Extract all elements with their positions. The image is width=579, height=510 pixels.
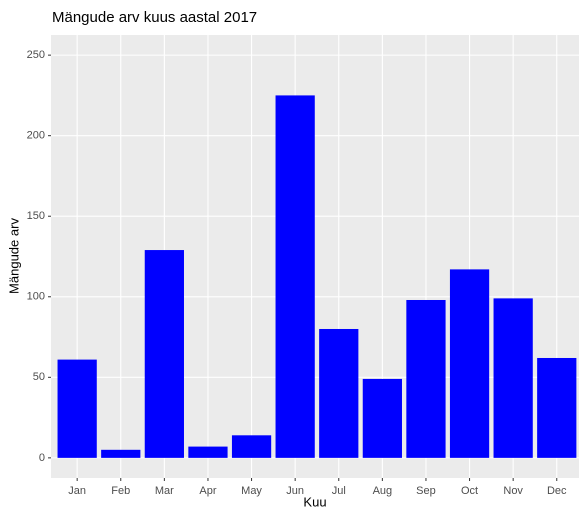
bar — [57, 359, 97, 458]
y-tick-label: 150 — [27, 210, 45, 222]
x-tick-label: Jul — [332, 485, 346, 497]
x-tick-label: May — [241, 485, 262, 497]
y-axis-label: Mängude arv — [6, 218, 21, 294]
bar — [144, 250, 184, 458]
x-tick-label: Nov — [503, 485, 523, 497]
x-tick-label: Feb — [111, 485, 130, 497]
chart-title: Mängude arv kuus aastal 2017 — [52, 9, 257, 26]
x-tick-label: Dec — [547, 485, 567, 497]
y-tick-label: 0 — [39, 452, 45, 464]
bar — [406, 299, 446, 458]
x-tick-label: Aug — [373, 485, 393, 497]
x-tick-label: Apr — [199, 485, 216, 497]
x-tick-label: Jun — [286, 485, 304, 497]
x-tick-label: Jan — [68, 485, 86, 497]
plot-panel — [51, 35, 579, 478]
bar — [231, 435, 272, 458]
bar — [188, 446, 228, 458]
x-axis-label: Kuu — [303, 494, 326, 509]
y-tick-label: 100 — [27, 291, 45, 303]
x-tick-label: Sep — [416, 485, 436, 497]
y-tick-label: 250 — [27, 49, 45, 61]
bar — [319, 328, 359, 458]
x-tick-label: Mar — [155, 485, 174, 497]
bar — [493, 298, 533, 458]
bar — [275, 95, 315, 458]
y-tick-label: 50 — [33, 371, 45, 383]
bar — [362, 378, 402, 458]
bar — [537, 357, 577, 458]
bar — [101, 449, 141, 458]
bar — [449, 269, 490, 458]
y-tick-label: 200 — [27, 130, 45, 142]
x-tick-label: Oct — [461, 485, 478, 497]
